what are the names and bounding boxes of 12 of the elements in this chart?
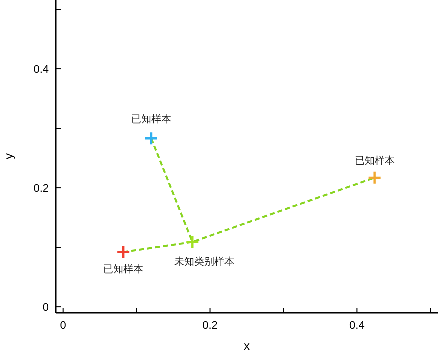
y-tick-label: 0.2 xyxy=(34,183,49,196)
y-tick-label: 0.4 xyxy=(34,64,49,76)
annotation: 已知样本 xyxy=(104,263,144,276)
annotation: 未知类别样本 xyxy=(174,256,235,268)
x-tick-label: 0 xyxy=(60,320,66,332)
x-tick-label: 0.2 xyxy=(202,320,218,332)
x-tick-label: 0.4 xyxy=(350,320,365,332)
y-tick-label: 0 xyxy=(42,302,49,314)
annotation: 已知样本 xyxy=(354,154,395,167)
x-axis-title: x xyxy=(244,339,250,353)
annotation: 已知样本 xyxy=(132,114,172,126)
y-axis-title: y xyxy=(2,154,16,160)
